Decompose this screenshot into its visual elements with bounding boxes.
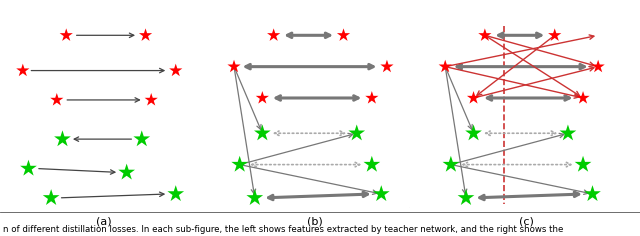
Text: (b): (b)	[307, 217, 323, 227]
Point	[563, 131, 573, 135]
Point	[480, 34, 490, 37]
Point	[250, 196, 260, 200]
Point	[257, 96, 268, 100]
Text: (c): (c)	[519, 217, 534, 227]
Point	[137, 137, 147, 141]
Point	[578, 96, 588, 100]
Point	[440, 65, 451, 68]
Point	[234, 163, 244, 166]
Point	[351, 131, 362, 135]
Point	[24, 167, 34, 170]
Point	[445, 163, 456, 166]
Point	[593, 65, 604, 68]
Point	[468, 96, 479, 100]
Point	[46, 196, 56, 200]
Point	[382, 65, 392, 68]
FancyBboxPatch shape	[430, 8, 623, 212]
FancyBboxPatch shape	[219, 8, 412, 212]
Text: n of different distillation losses. In each sub-figure, the left shows features : n of different distillation losses. In e…	[3, 225, 564, 234]
Point	[468, 131, 479, 135]
Point	[171, 69, 181, 72]
Point	[18, 69, 28, 72]
FancyBboxPatch shape	[8, 8, 200, 212]
Point	[367, 96, 377, 100]
Point	[339, 34, 349, 37]
Point	[122, 171, 132, 174]
Point	[257, 131, 268, 135]
Point	[140, 34, 150, 37]
Point	[461, 196, 471, 200]
Point	[550, 34, 560, 37]
Point	[171, 192, 181, 196]
Point	[376, 192, 387, 196]
Point	[58, 137, 68, 141]
Point	[578, 163, 588, 166]
Point	[146, 98, 156, 102]
Point	[588, 192, 598, 196]
Point	[367, 163, 377, 166]
Point	[52, 98, 62, 102]
Point	[269, 34, 279, 37]
Point	[61, 34, 71, 37]
Text: (a): (a)	[96, 217, 112, 227]
Point	[229, 65, 239, 68]
